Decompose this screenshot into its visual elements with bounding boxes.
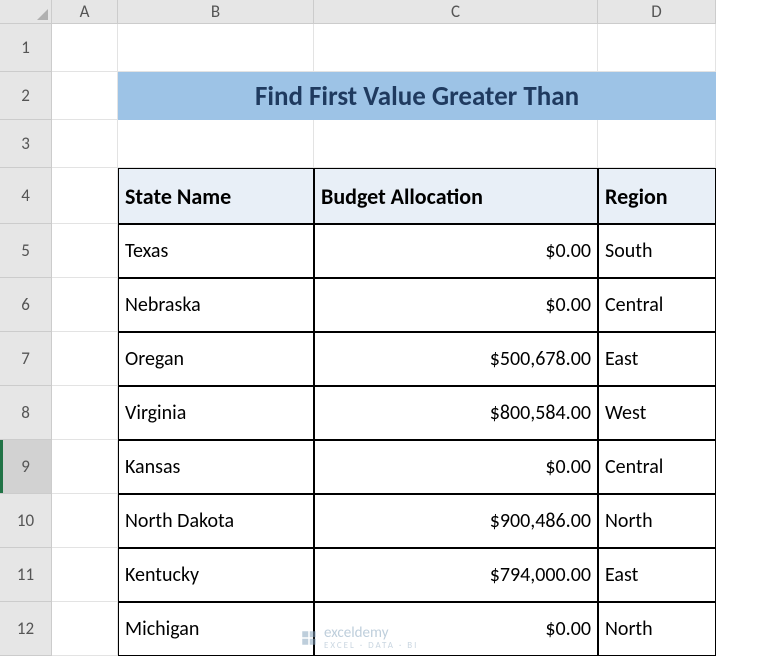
row-header-6[interactable]: 6 bbox=[0, 278, 52, 332]
column-header-A[interactable]: A bbox=[52, 0, 118, 24]
table-cell-region[interactable]: South bbox=[598, 224, 716, 278]
cell-A12[interactable] bbox=[52, 602, 118, 656]
table-cell-budget[interactable]: $0.00 bbox=[314, 602, 598, 656]
table-header-budget[interactable]: Budget Allocation bbox=[314, 168, 598, 224]
cell-C3[interactable] bbox=[314, 120, 598, 168]
table-cell-region[interactable]: West bbox=[598, 386, 716, 440]
table-header-state[interactable]: State Name bbox=[118, 168, 314, 224]
row-header-10[interactable]: 10 bbox=[0, 494, 52, 548]
row-header-5[interactable]: 5 bbox=[0, 224, 52, 278]
table-cell-region[interactable]: East bbox=[598, 548, 716, 602]
table-cell-region[interactable]: Central bbox=[598, 278, 716, 332]
select-all-corner[interactable] bbox=[0, 0, 52, 24]
table-cell-region[interactable]: North bbox=[598, 494, 716, 548]
table-cell-state[interactable]: Kentucky bbox=[118, 548, 314, 602]
row-header-8[interactable]: 8 bbox=[0, 386, 52, 440]
cell-C1[interactable] bbox=[314, 24, 598, 72]
table-cell-budget[interactable]: $0.00 bbox=[314, 224, 598, 278]
row-header-4[interactable]: 4 bbox=[0, 168, 52, 224]
cell-A5[interactable] bbox=[52, 224, 118, 278]
row-header-12[interactable]: 12 bbox=[0, 602, 52, 656]
table-cell-budget[interactable]: $500,678.00 bbox=[314, 332, 598, 386]
table-cell-budget[interactable]: $900,486.00 bbox=[314, 494, 598, 548]
cell-A7[interactable] bbox=[52, 332, 118, 386]
cell-D1[interactable] bbox=[598, 24, 716, 72]
table-cell-state[interactable]: North Dakota bbox=[118, 494, 314, 548]
table-cell-state[interactable]: Texas bbox=[118, 224, 314, 278]
row-header-9[interactable]: 9 bbox=[0, 440, 52, 494]
table-cell-state[interactable]: Nebraska bbox=[118, 278, 314, 332]
cell-A4[interactable] bbox=[52, 168, 118, 224]
table-cell-region[interactable]: North bbox=[598, 602, 716, 656]
cell-A2[interactable] bbox=[52, 72, 118, 120]
table-cell-state[interactable]: Oregan bbox=[118, 332, 314, 386]
cell-A6[interactable] bbox=[52, 278, 118, 332]
row-header-1[interactable]: 1 bbox=[0, 24, 52, 72]
row-header-2[interactable]: 2 bbox=[0, 72, 52, 120]
cell-A3[interactable] bbox=[52, 120, 118, 168]
table-cell-state[interactable]: Virginia bbox=[118, 386, 314, 440]
table-cell-region[interactable]: East bbox=[598, 332, 716, 386]
column-header-B[interactable]: B bbox=[118, 0, 314, 24]
row-header-11[interactable]: 11 bbox=[0, 548, 52, 602]
column-header-C[interactable]: C bbox=[314, 0, 598, 24]
table-cell-budget[interactable]: $794,000.00 bbox=[314, 548, 598, 602]
cell-A1[interactable] bbox=[52, 24, 118, 72]
row-header-3[interactable]: 3 bbox=[0, 120, 52, 168]
table-header-region[interactable]: Region bbox=[598, 168, 716, 224]
table-cell-budget[interactable]: $800,584.00 bbox=[314, 386, 598, 440]
table-cell-budget[interactable]: $0.00 bbox=[314, 440, 598, 494]
cell-A11[interactable] bbox=[52, 548, 118, 602]
title-banner[interactable]: Find First Value Greater Than bbox=[118, 72, 716, 120]
cell-B1[interactable] bbox=[118, 24, 314, 72]
table-cell-state[interactable]: Kansas bbox=[118, 440, 314, 494]
table-cell-region[interactable]: Central bbox=[598, 440, 716, 494]
row-header-7[interactable]: 7 bbox=[0, 332, 52, 386]
table-cell-state[interactable]: Michigan bbox=[118, 602, 314, 656]
cell-A8[interactable] bbox=[52, 386, 118, 440]
spreadsheet-grid: ABCD 12 Find First Value Greater Than 34 Sta… bbox=[0, 0, 768, 656]
column-header-D[interactable]: D bbox=[598, 0, 716, 24]
cell-A10[interactable] bbox=[52, 494, 118, 548]
cell-A9[interactable] bbox=[52, 440, 118, 494]
table-cell-budget[interactable]: $0.00 bbox=[314, 278, 598, 332]
cell-B3[interactable] bbox=[118, 120, 314, 168]
cell-D3[interactable] bbox=[598, 120, 716, 168]
